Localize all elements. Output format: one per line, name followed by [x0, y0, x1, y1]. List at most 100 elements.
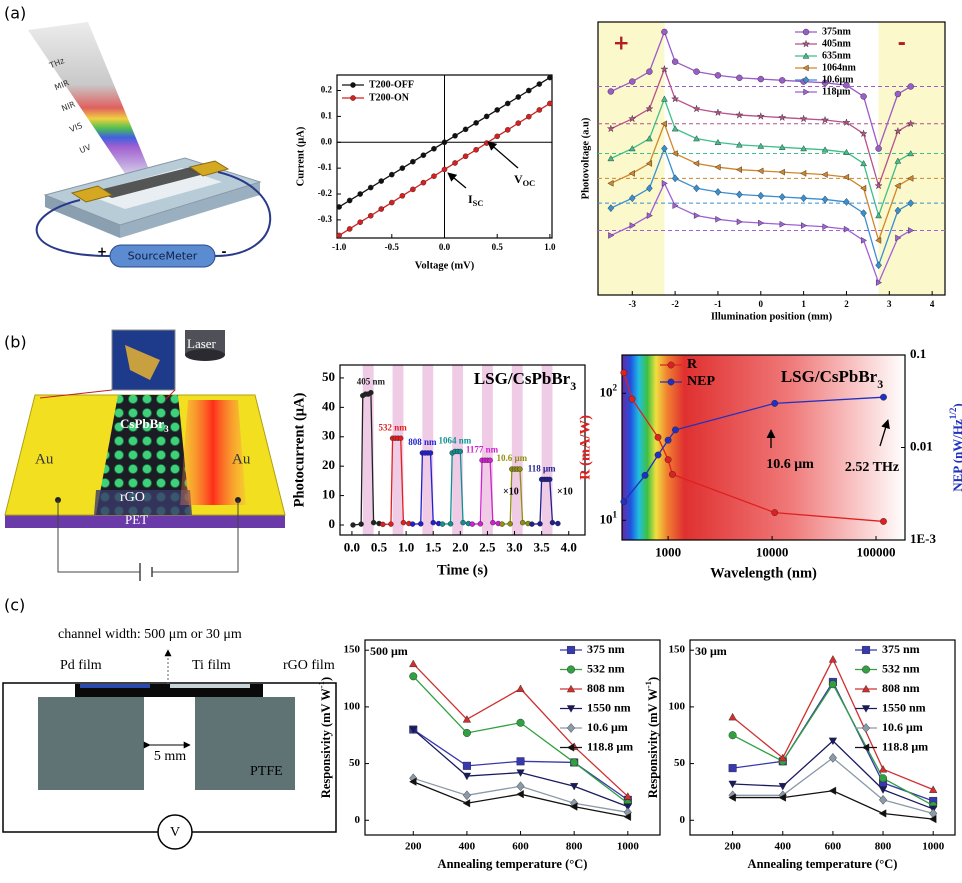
legend-marker	[802, 76, 810, 84]
text-part: -1	[643, 681, 653, 688]
x-tick-label: 200	[405, 840, 422, 852]
point	[875, 237, 882, 244]
wire	[214, 171, 272, 257]
x-axis-label: Time (s)	[437, 562, 488, 578]
point	[516, 684, 525, 692]
point	[357, 219, 363, 225]
rgo-label: rGO	[120, 490, 145, 505]
x-tick-label: -0.5	[385, 242, 400, 252]
point	[620, 369, 628, 377]
y-tick-label: 150	[669, 644, 686, 656]
point	[409, 726, 418, 734]
legend-label: 808 nm	[882, 681, 920, 695]
y2-tick-label: 1E-3	[910, 531, 937, 546]
y2-tick-label: 0.01	[910, 438, 933, 453]
point	[409, 672, 418, 681]
point	[800, 194, 807, 203]
point	[410, 186, 416, 193]
x-tick-label: 0.5	[492, 242, 504, 252]
point	[660, 120, 668, 128]
point	[800, 170, 807, 177]
point	[431, 173, 437, 179]
point	[537, 521, 543, 527]
point	[570, 758, 579, 767]
point	[894, 157, 902, 164]
y-tick-label: 0	[680, 814, 686, 826]
point	[473, 120, 479, 126]
series-label: 532 nm	[378, 422, 407, 432]
point	[861, 237, 868, 244]
point	[843, 82, 850, 89]
point	[462, 126, 469, 133]
x-tick-label: 400	[459, 840, 476, 852]
point	[629, 222, 636, 229]
y-tick-label: -0.1	[318, 162, 333, 172]
legend-marker	[803, 88, 810, 96]
point	[462, 799, 471, 808]
wire	[35, 199, 111, 257]
plot-frame	[597, 21, 946, 296]
photo-inset	[111, 329, 176, 391]
point	[878, 794, 888, 805]
point	[778, 113, 787, 121]
x-tick-label: 1	[801, 299, 806, 309]
point	[494, 133, 500, 140]
electrode-label: Au	[232, 451, 251, 467]
point	[894, 206, 902, 215]
electrode-label: Au	[35, 451, 54, 467]
y-tick-label: 0.0	[321, 136, 333, 146]
y-axis-label: Photovoltage (a.u)	[580, 117, 591, 199]
point	[828, 737, 838, 746]
point	[628, 114, 637, 123]
legend-label: 635nm	[822, 50, 852, 61]
point	[420, 179, 427, 186]
y-axis-label: Responsivity (mV W-1)	[316, 677, 333, 798]
point	[477, 521, 484, 527]
point	[661, 95, 668, 102]
point	[526, 87, 532, 94]
legend-marker	[566, 705, 576, 713]
on-interval	[422, 365, 434, 535]
point	[346, 197, 353, 204]
point	[895, 234, 902, 242]
point	[368, 389, 374, 396]
point	[504, 127, 511, 133]
point	[843, 225, 850, 233]
legend-label: 532 nm	[882, 661, 920, 675]
meter-label: SourceMeter	[128, 250, 198, 263]
y-axis-label: Responsivity (mV W-1)	[643, 677, 660, 798]
y-tick-label: 100	[669, 700, 686, 712]
legend-label: 1550 nm	[882, 700, 926, 714]
point	[441, 139, 448, 146]
x-tick-label: 1.5	[425, 540, 442, 555]
rgo-layer	[94, 490, 192, 515]
y-tick-label: 0.1	[321, 110, 333, 120]
point	[875, 261, 882, 270]
point	[693, 184, 700, 193]
y2-axis-label: NEP (nW/Hz1/2)	[948, 403, 962, 492]
x-tick-label: 800	[875, 840, 892, 852]
point	[462, 728, 471, 737]
point	[410, 158, 416, 165]
point	[714, 138, 722, 145]
point	[661, 179, 668, 187]
point	[409, 659, 418, 668]
point	[842, 118, 851, 126]
chart: 200 400 600 800 1000 0 50 100 150 375 nm 532 nm 808…	[316, 639, 661, 871]
legend-label: 118.8 μm	[882, 739, 928, 753]
y-tick-label: 100	[344, 700, 361, 712]
legend-label: 375 nm	[587, 642, 625, 656]
legend-label: 10.6 μm	[882, 720, 923, 734]
legend-marker	[801, 39, 811, 48]
x-axis-label: Annealing temperature (°C)	[748, 857, 898, 871]
rgo-label: rGO film	[283, 658, 335, 673]
x-tick-label: 3.5	[534, 540, 551, 555]
point	[692, 104, 701, 113]
legend-marker	[861, 684, 871, 693]
point	[607, 155, 615, 162]
point	[462, 790, 471, 801]
point	[452, 160, 458, 166]
text-part: 2	[612, 382, 617, 392]
x-tick-label: 1000	[617, 840, 640, 852]
